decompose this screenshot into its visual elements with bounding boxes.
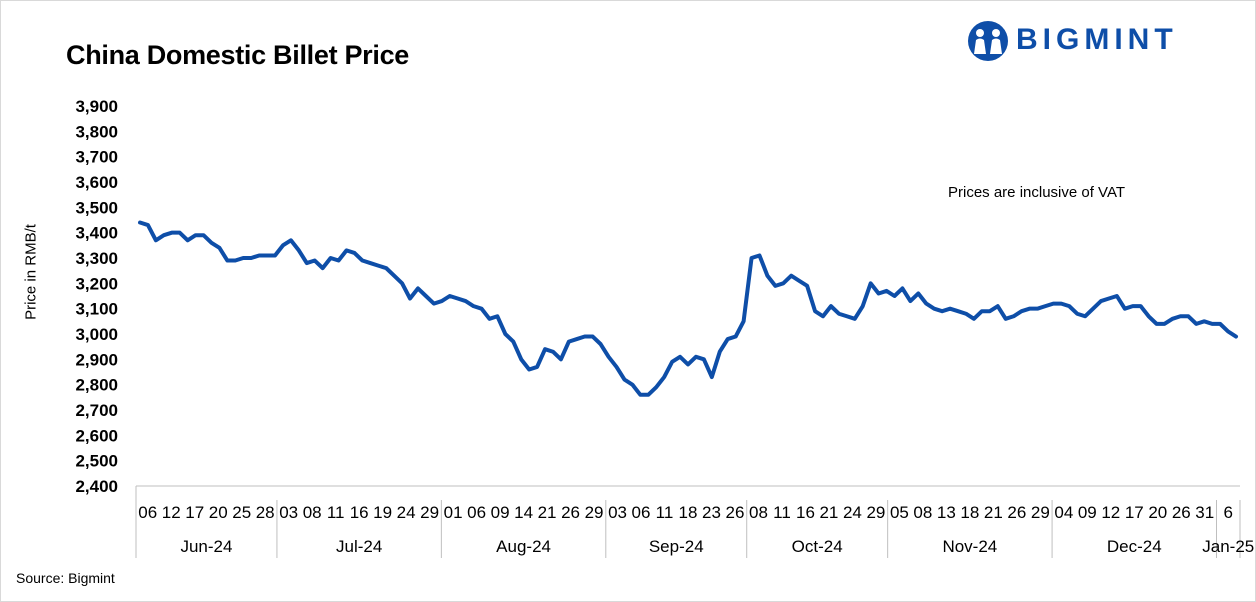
month-label: Nov-24: [942, 537, 997, 556]
y-tick-label: 3,400: [75, 224, 118, 243]
x-tick-label: 26: [561, 503, 580, 522]
logo-text: BIGMINT: [1016, 23, 1178, 56]
x-tick-label: 12: [1101, 503, 1120, 522]
y-tick-label: 2,900: [75, 350, 118, 369]
x-tick-label: 06: [632, 503, 651, 522]
x-tick-label: 09: [491, 503, 510, 522]
price-series-line: [138, 220, 1238, 397]
month-label: Jan-25: [1202, 537, 1254, 556]
month-label: Jun-24: [180, 537, 232, 556]
month-label: Oct-24: [792, 537, 843, 556]
x-tick-label: 06: [467, 503, 486, 522]
source-note: Source: Bigmint: [16, 570, 115, 586]
y-tick-label: 3,000: [75, 325, 118, 344]
x-tick-label: 06: [138, 503, 157, 522]
x-tick-label: 12: [162, 503, 181, 522]
x-tick-label: 13: [937, 503, 956, 522]
y-tick-label: 3,300: [75, 249, 118, 268]
y-tick-label: 3,700: [75, 148, 118, 167]
x-tick-label: 08: [913, 503, 932, 522]
x-tick-label: 24: [843, 503, 862, 522]
x-tick-label: 18: [960, 503, 979, 522]
y-tick-label: 2,700: [75, 401, 118, 420]
y-tick-label: 3,200: [75, 274, 118, 293]
x-tick-label: 24: [397, 503, 416, 522]
x-tick-label: 09: [1078, 503, 1097, 522]
x-tick-label: 29: [585, 503, 604, 522]
x-tick-label: 18: [679, 503, 698, 522]
month-label: Dec-24: [1107, 537, 1162, 556]
logo-mark-icon: [968, 21, 1008, 61]
x-tick-label: 03: [279, 503, 298, 522]
y-tick-label: 2,400: [75, 477, 118, 496]
vat-note: Prices are inclusive of VAT: [948, 184, 1126, 201]
x-tick-label: 19: [373, 503, 392, 522]
x-tick-label: 16: [796, 503, 815, 522]
x-tick-label: 14: [514, 503, 533, 522]
x-tick-label: 21: [538, 503, 557, 522]
y-tick-label: 3,900: [75, 97, 118, 116]
x-tick-label: 11: [773, 503, 791, 522]
bigmint-logo: BIGMINT: [964, 20, 1232, 62]
x-tick-label: 16: [350, 503, 369, 522]
x-tick-label: 04: [1054, 503, 1073, 522]
x-tick-label: 11: [327, 503, 345, 522]
x-tick-label: 26: [726, 503, 745, 522]
x-tick-label: 11: [656, 503, 674, 522]
x-tick-label: 28: [256, 503, 275, 522]
y-tick-label: 2,500: [75, 452, 118, 471]
month-label: Aug-24: [496, 537, 551, 556]
x-tick-label: 20: [1148, 503, 1167, 522]
x-tick-label: 29: [420, 503, 439, 522]
y-tick-label: 3,600: [75, 173, 118, 192]
month-label: Jul-24: [336, 537, 382, 556]
x-tick-label: 20: [209, 503, 228, 522]
x-tick-label: 08: [303, 503, 322, 522]
y-tick-label: 3,500: [75, 198, 118, 217]
y-tick-label: 3,100: [75, 300, 118, 319]
x-tick-label: 31: [1195, 503, 1214, 522]
x-tick-label: 17: [185, 503, 204, 522]
x-tick-label: 08: [749, 503, 768, 522]
y-tick-label: 3,800: [75, 122, 118, 141]
x-tick-label: 17: [1125, 503, 1144, 522]
x-tick-label: 01: [444, 503, 463, 522]
x-tick-label: 29: [866, 503, 885, 522]
month-label: Sep-24: [649, 537, 704, 556]
x-tick-label: 23: [702, 503, 721, 522]
x-tick-label: 21: [984, 503, 1003, 522]
y-tick-label: 2,600: [75, 426, 118, 445]
x-tick-label: 25: [232, 503, 251, 522]
x-tick-label: 26: [1007, 503, 1026, 522]
x-tick-label: 21: [819, 503, 838, 522]
x-tick-label: 29: [1031, 503, 1050, 522]
x-tick-label: 05: [890, 503, 909, 522]
chart-title: China Domestic Billet Price: [66, 40, 410, 70]
x-tick-label: 26: [1172, 503, 1191, 522]
y-tick-label: 2,800: [75, 376, 118, 395]
x-tick-label: 03: [608, 503, 627, 522]
x-tick-label: 6: [1224, 503, 1233, 522]
